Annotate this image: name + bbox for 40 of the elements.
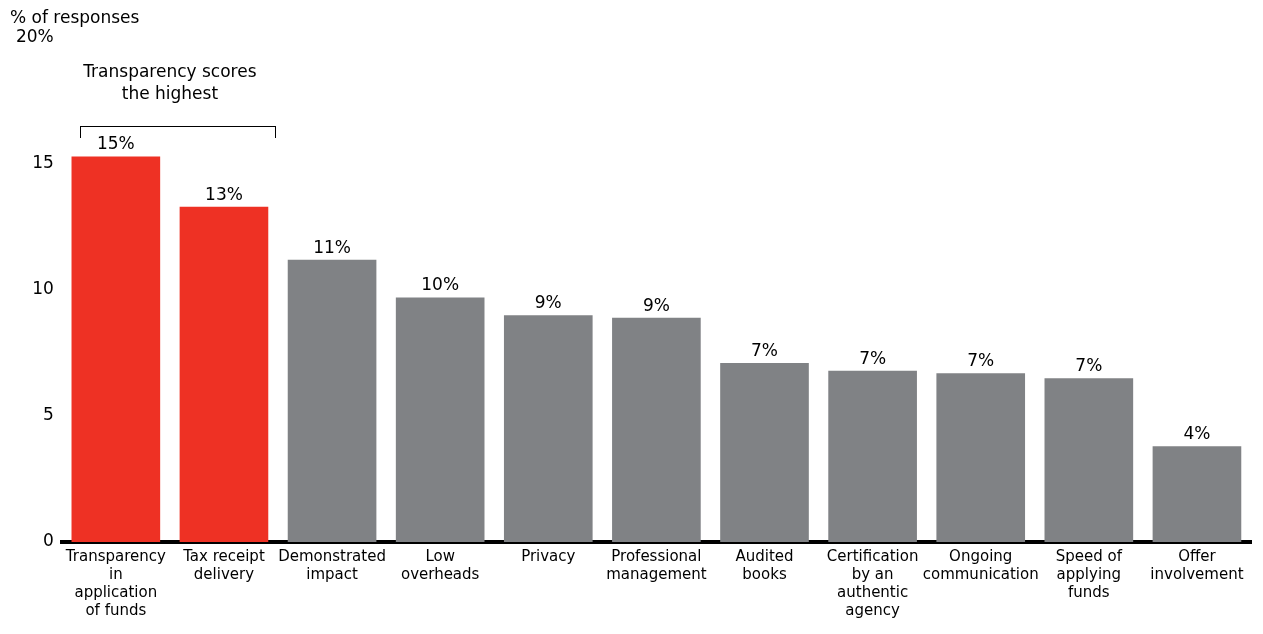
data-label: 15% <box>96 133 135 154</box>
x-tick-label: Ongoing communication <box>922 546 1039 583</box>
data-label: 4% <box>1183 423 1211 444</box>
y-tick-label: 0 <box>42 530 54 551</box>
bar <box>828 370 917 542</box>
x-tick-label: Offer involvement <box>1150 546 1244 583</box>
bar <box>503 315 593 542</box>
x-tick-label: Certification by an authentic agency <box>826 546 919 619</box>
data-label: 7% <box>1075 355 1103 376</box>
bar <box>1044 378 1134 542</box>
x-tick-label: Low overheads <box>400 546 480 583</box>
data-label: 9% <box>642 294 670 315</box>
data-label: 13% <box>205 183 243 204</box>
bar <box>71 156 161 542</box>
x-tick-label: Speed of applying funds <box>1055 546 1123 601</box>
x-tick-label: Professional management <box>606 546 707 583</box>
bar <box>612 317 701 542</box>
data-label: 7% <box>859 347 887 368</box>
y-axis-title: % of responses <box>10 6 140 27</box>
x-tick-label: Transparency in application of funds <box>64 546 166 619</box>
x-tick-label: Demonstrated impact <box>278 546 386 583</box>
bar <box>179 206 269 542</box>
bar <box>287 259 377 542</box>
x-tick-label: Privacy <box>521 546 576 565</box>
data-label: 9% <box>534 292 562 313</box>
y-tick-label: 5 <box>42 404 54 425</box>
annotation: Transparency scores the highest <box>82 60 257 103</box>
data-label: 7% <box>967 350 995 371</box>
y-tick-label: 20% <box>15 26 54 47</box>
data-label: 10% <box>421 274 460 295</box>
bar <box>720 363 809 542</box>
bar <box>1152 446 1242 542</box>
y-tick-label: 10 <box>32 278 54 299</box>
data-label: 7% <box>751 340 778 360</box>
x-tick-label: Tax receipt delivery <box>182 546 265 583</box>
bar <box>395 297 485 542</box>
data-label: 11% <box>313 236 351 257</box>
bar <box>936 373 1026 542</box>
x-tick-label: Audited books <box>735 546 794 583</box>
y-tick-label: 15 <box>32 152 54 173</box>
